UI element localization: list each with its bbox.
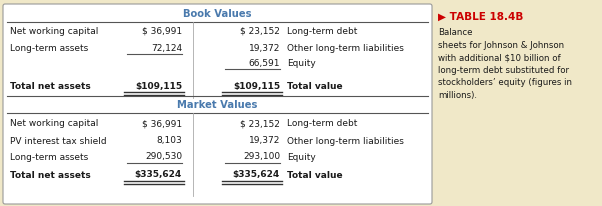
Text: Book Values: Book Values bbox=[183, 9, 252, 19]
Text: Total net assets: Total net assets bbox=[10, 82, 91, 90]
Text: ▶ TABLE 18.4B: ▶ TABLE 18.4B bbox=[438, 12, 523, 22]
Text: Total net assets: Total net assets bbox=[10, 171, 91, 179]
Text: 19,372: 19,372 bbox=[249, 137, 280, 145]
Text: $ 36,991: $ 36,991 bbox=[142, 27, 182, 35]
Text: Long-term assets: Long-term assets bbox=[10, 43, 88, 53]
Text: PV interest tax shield: PV interest tax shield bbox=[10, 137, 107, 145]
Text: Total value: Total value bbox=[287, 82, 343, 90]
Text: Long-term assets: Long-term assets bbox=[10, 152, 88, 162]
Text: $ 23,152: $ 23,152 bbox=[240, 119, 280, 129]
Text: $109,115: $109,115 bbox=[135, 82, 182, 90]
Text: 290,530: 290,530 bbox=[145, 152, 182, 162]
Text: Market Values: Market Values bbox=[178, 100, 258, 110]
Text: Net working capital: Net working capital bbox=[10, 119, 98, 129]
Text: 19,372: 19,372 bbox=[249, 43, 280, 53]
Text: Long-term debt: Long-term debt bbox=[287, 119, 358, 129]
Text: Long-term debt: Long-term debt bbox=[287, 27, 358, 35]
Text: Equity: Equity bbox=[287, 152, 316, 162]
Text: $335,624: $335,624 bbox=[135, 171, 182, 179]
Text: Total value: Total value bbox=[287, 171, 343, 179]
Text: $ 36,991: $ 36,991 bbox=[142, 119, 182, 129]
Text: 8,103: 8,103 bbox=[157, 137, 182, 145]
Text: $ 23,152: $ 23,152 bbox=[240, 27, 280, 35]
Text: Equity: Equity bbox=[287, 59, 316, 68]
Text: Net working capital: Net working capital bbox=[10, 27, 98, 35]
Text: $335,624: $335,624 bbox=[233, 171, 280, 179]
Text: Other long-term liabilities: Other long-term liabilities bbox=[287, 43, 404, 53]
Text: Other long-term liabilities: Other long-term liabilities bbox=[287, 137, 404, 145]
Text: 293,100: 293,100 bbox=[243, 152, 280, 162]
Text: 72,124: 72,124 bbox=[151, 43, 182, 53]
FancyBboxPatch shape bbox=[3, 4, 432, 204]
Text: $109,115: $109,115 bbox=[233, 82, 280, 90]
Text: 66,591: 66,591 bbox=[249, 59, 280, 68]
Text: Balance
sheets for Johnson & Johnson
with additional $10 billion of
long-term de: Balance sheets for Johnson & Johnson wit… bbox=[438, 28, 572, 99]
